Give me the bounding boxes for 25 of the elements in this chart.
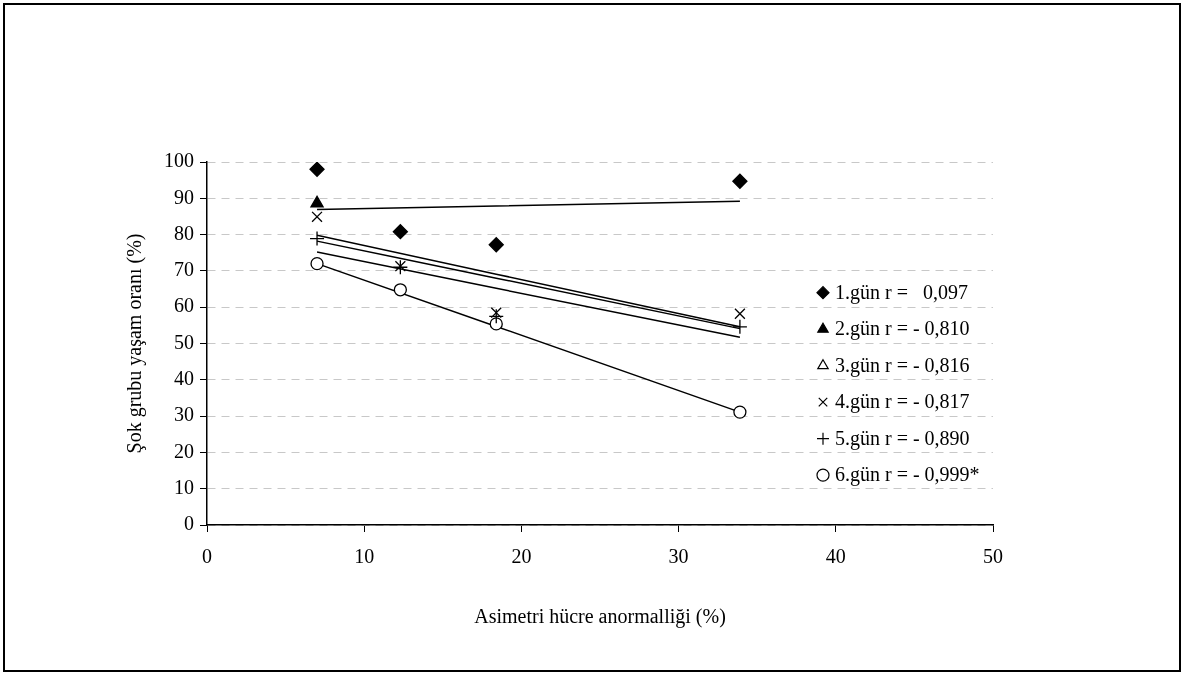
x-tick-label: 30 <box>668 545 689 568</box>
legend-label: 2.gün r = - 0,810 <box>835 317 970 341</box>
y-axis-title: Şok grubu yaşam oranı (%) <box>123 233 147 454</box>
y-tick-label: 60 <box>174 294 194 317</box>
x-tick-label: 0 <box>202 545 212 568</box>
y-tick-label: 100 <box>164 149 194 172</box>
y-tick-label: 30 <box>174 403 194 426</box>
legend-label: 6.gün r = - 0,999* <box>835 463 980 487</box>
y-tick-label: 0 <box>184 512 194 535</box>
y-tick-label: 90 <box>174 185 194 208</box>
y-tick-label: 70 <box>174 258 194 281</box>
x-tick-label: 50 <box>983 545 1003 568</box>
legend-label: 3.gün r = - 0,816 <box>835 353 970 377</box>
legend-label: 5.gün r = - 0,890 <box>835 426 970 450</box>
y-tick-label: 20 <box>174 439 194 462</box>
x-tick-label: 40 <box>825 545 846 568</box>
x-axis-title: Asimetri hücre anormalliği (%) <box>474 605 726 629</box>
y-tick-label: 50 <box>174 330 194 353</box>
y-tick-label: 40 <box>174 367 194 390</box>
y-tick-label: 80 <box>174 221 194 244</box>
legend-label: 1.gün r = 0,097 <box>835 280 968 304</box>
x-tick-label: 20 <box>511 545 532 568</box>
legend-label: 4.gün r = - 0,817 <box>835 390 970 414</box>
y-tick-label: 10 <box>174 475 194 498</box>
x-tick-label: 10 <box>354 545 375 568</box>
